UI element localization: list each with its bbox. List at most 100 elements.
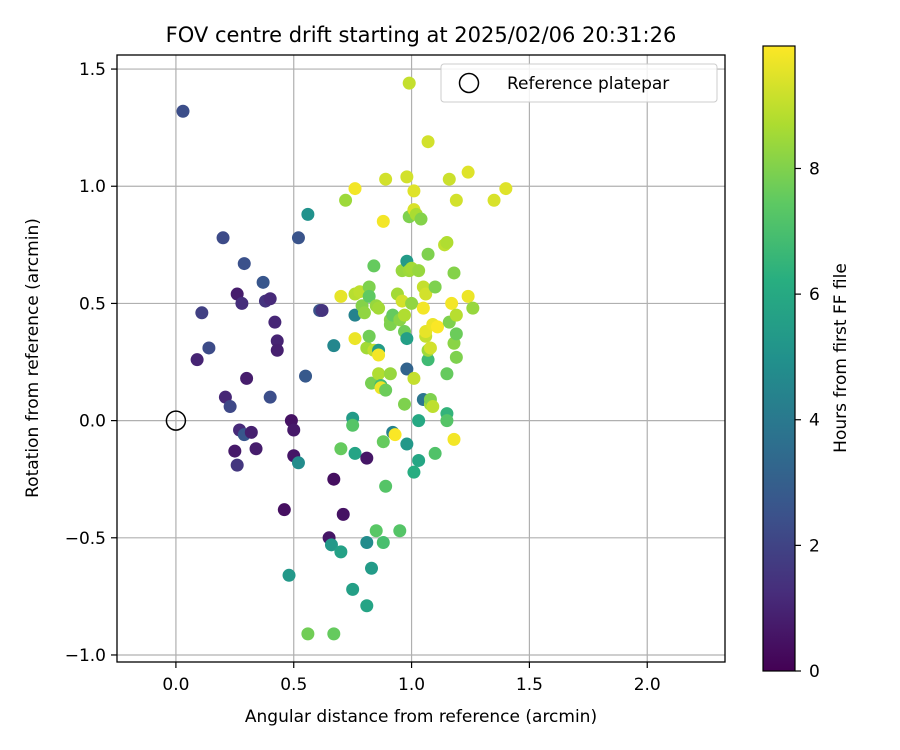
data-point xyxy=(240,371,254,385)
data-point xyxy=(301,627,315,641)
data-point xyxy=(360,535,374,549)
y-tick-label: 0.5 xyxy=(79,294,106,314)
data-point xyxy=(400,362,414,376)
colorbar-label: Hours from first FF file xyxy=(831,263,851,453)
legend: Reference platepar xyxy=(440,63,718,103)
data-point xyxy=(365,561,379,575)
data-point xyxy=(461,165,475,179)
colorbar-tick-label: 4 xyxy=(809,411,820,431)
data-point xyxy=(423,341,437,355)
x-tick-label: 0.0 xyxy=(162,675,189,695)
reference-platepar-marker xyxy=(165,410,187,431)
data-point xyxy=(412,453,426,467)
data-point xyxy=(372,367,386,381)
data-point xyxy=(388,428,402,442)
data-point xyxy=(362,280,376,294)
data-point xyxy=(376,535,390,549)
data-point xyxy=(190,353,204,367)
data-point xyxy=(202,341,216,355)
data-point xyxy=(327,472,341,486)
data-point xyxy=(442,172,456,186)
data-point xyxy=(440,414,454,428)
data-point xyxy=(282,568,296,582)
data-point xyxy=(249,442,263,456)
data-point xyxy=(287,423,301,437)
data-point xyxy=(372,301,386,315)
data-point xyxy=(291,231,305,245)
y-axis-label: Rotation from reference (arcmin) xyxy=(23,218,43,498)
data-point xyxy=(244,425,258,439)
legend-box xyxy=(440,63,718,103)
data-point xyxy=(263,390,277,404)
data-point xyxy=(376,435,390,449)
data-point xyxy=(383,367,397,381)
data-point xyxy=(299,369,313,383)
x-tick-label: 2.0 xyxy=(634,675,661,695)
data-point xyxy=(430,320,444,334)
y-axis: −1.0 −0.5 0.0 0.5 1.0 1.5 xyxy=(65,60,117,666)
data-point xyxy=(346,418,360,432)
data-point xyxy=(421,353,435,367)
data-point xyxy=(449,350,463,364)
data-point xyxy=(256,275,270,289)
data-point xyxy=(270,334,284,348)
data-point xyxy=(336,507,350,521)
data-point xyxy=(449,308,463,322)
data-point xyxy=(416,301,430,315)
data-point xyxy=(445,296,459,310)
data-point xyxy=(487,193,501,207)
colorbar-tick-label: 0 xyxy=(809,662,820,682)
y-tick-label: 1.5 xyxy=(79,60,106,80)
data-point xyxy=(447,432,461,446)
data-point xyxy=(449,193,463,207)
data-point xyxy=(449,327,463,341)
data-point xyxy=(398,308,412,322)
data-point xyxy=(400,332,414,346)
data-point xyxy=(346,582,360,596)
data-point xyxy=(339,193,353,207)
data-point xyxy=(327,627,341,641)
data-point xyxy=(376,214,390,228)
x-axis: 0.0 0.5 1.0 1.5 2.0 xyxy=(162,662,661,695)
data-point xyxy=(327,339,341,353)
y-tick-label: −1.0 xyxy=(65,646,106,666)
data-point xyxy=(398,397,412,411)
data-point xyxy=(230,458,244,472)
data-point xyxy=(407,371,421,385)
colorbar-tick-label: 6 xyxy=(809,285,820,305)
colorbar-tick-label: 2 xyxy=(809,536,820,556)
data-point xyxy=(440,367,454,381)
colorbar-gradient xyxy=(762,45,796,672)
y-tick-label: 1.0 xyxy=(79,177,106,197)
data-point xyxy=(263,292,277,306)
data-points xyxy=(165,76,513,641)
data-point xyxy=(412,264,426,278)
data-point xyxy=(447,266,461,280)
data-point xyxy=(195,306,209,320)
data-point xyxy=(357,306,371,320)
data-point xyxy=(421,135,435,149)
data-point xyxy=(291,456,305,470)
legend-marker-reference xyxy=(458,72,480,94)
data-point xyxy=(270,343,284,357)
grid-lines xyxy=(117,55,725,662)
data-point xyxy=(301,207,315,221)
y-tick-label: −0.5 xyxy=(65,529,106,549)
data-point xyxy=(362,329,376,343)
data-point xyxy=(348,332,362,346)
plot-area-frame xyxy=(116,54,726,663)
data-point xyxy=(393,524,407,538)
data-point xyxy=(379,383,393,397)
data-point xyxy=(412,414,426,428)
data-point xyxy=(237,257,251,271)
data-point xyxy=(499,182,513,196)
colorbar: 0 2 4 6 8 Hours from first FF file xyxy=(762,45,851,682)
data-point xyxy=(379,172,393,186)
data-point xyxy=(235,296,249,310)
data-point xyxy=(405,296,419,310)
data-point xyxy=(360,599,374,613)
data-point xyxy=(228,444,242,458)
data-point xyxy=(360,451,374,465)
data-point xyxy=(400,437,414,451)
